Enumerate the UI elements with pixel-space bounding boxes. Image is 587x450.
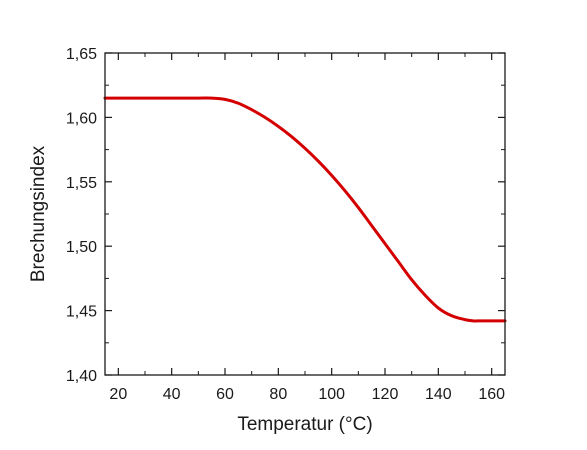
y-tick-label: 1,40	[66, 368, 97, 385]
series-layer	[103, 96, 507, 323]
y-tick-label: 1,65	[66, 46, 97, 63]
x-tick-label: 100	[318, 386, 345, 403]
y-tick-label: 1,60	[66, 110, 97, 127]
x-axis-title: Temperatur (°C)	[237, 414, 372, 435]
x-tick-label: 80	[269, 386, 287, 403]
x-tick-label: 120	[372, 386, 399, 403]
y-tick-label: 1,50	[66, 239, 97, 256]
y-tick-label: 1,55	[66, 175, 97, 192]
y-tick-label: 1,45	[66, 304, 97, 321]
x-tick-label: 60	[216, 386, 234, 403]
x-tick-label: 40	[163, 386, 181, 403]
y-axis-title: Brechungsindex	[28, 145, 49, 282]
x-tick-label: 20	[109, 386, 127, 403]
x-tick-label: 140	[425, 386, 452, 403]
y-axis-ticks: 1,40 1,45 1,50 1,55 1,60 1,65	[66, 46, 505, 385]
x-tick-label: 160	[478, 386, 505, 403]
series-line	[103, 96, 507, 323]
plot-area-frame	[104, 52, 506, 376]
x-axis-ticks: 20 40 60 80 100 120 140 160	[109, 53, 505, 403]
